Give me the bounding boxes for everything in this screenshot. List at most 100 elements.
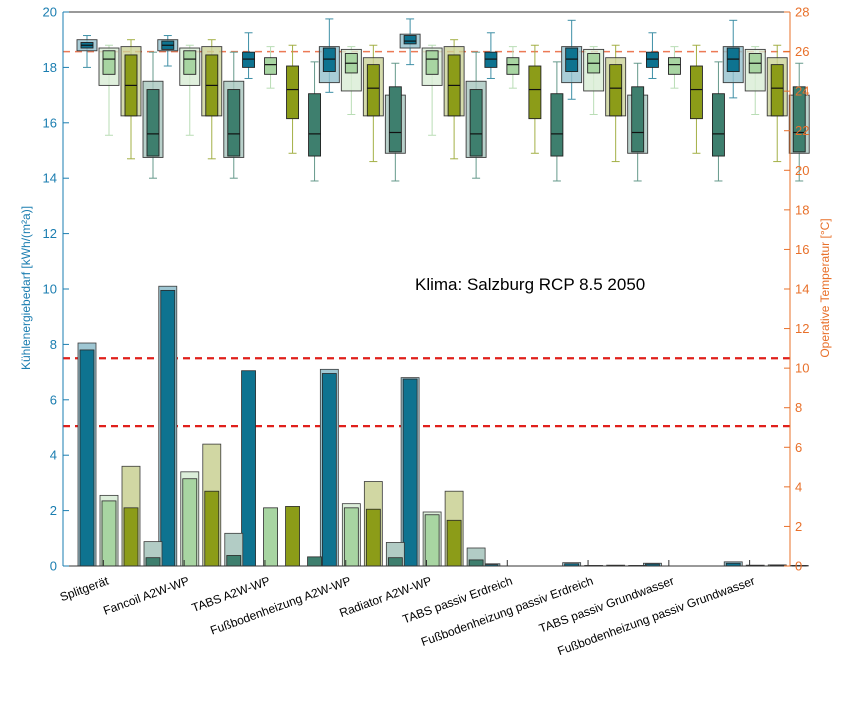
- boxplot: [76, 35, 98, 68]
- bar: [307, 556, 322, 567]
- boxplot: [264, 46, 278, 89]
- box: [469, 89, 483, 157]
- box: [689, 65, 703, 120]
- boxplot: [788, 62, 810, 182]
- y-tick-label-left: 16: [43, 115, 57, 130]
- boxplot: [583, 46, 605, 115]
- y-tick-label-left: 12: [43, 226, 57, 241]
- box: [792, 86, 806, 153]
- box: [146, 89, 160, 157]
- boxplot: [645, 32, 659, 79]
- boxplot: [667, 46, 681, 89]
- box: [631, 86, 645, 153]
- box: [528, 65, 542, 120]
- y-tick-label-right: 6: [795, 440, 802, 455]
- box: [667, 57, 681, 75]
- box: [506, 57, 520, 75]
- bar: [402, 378, 418, 567]
- y-tick-label-left: 2: [50, 503, 57, 518]
- boxplot: [98, 44, 120, 136]
- y-tick-label-right: 16: [795, 242, 809, 257]
- boxplot: [308, 61, 322, 182]
- boxplot: [627, 62, 649, 182]
- boxplot: [465, 51, 487, 179]
- box: [264, 57, 278, 75]
- bar: [365, 508, 381, 567]
- boxplot: [421, 44, 443, 136]
- boxplot: [157, 35, 179, 67]
- y-tick-label-right: 20: [795, 163, 809, 178]
- y-tick-label-right: 14: [795, 282, 809, 297]
- box: [565, 47, 579, 73]
- boxplot: [384, 62, 406, 182]
- boxplot: [766, 44, 788, 163]
- bar: [446, 519, 462, 567]
- y-tick-label-left: 10: [43, 282, 57, 297]
- boxplot: [744, 46, 766, 115]
- box: [550, 93, 564, 157]
- box: [322, 47, 336, 73]
- boxplot: [605, 44, 627, 163]
- y-tick-label-left: 18: [43, 60, 57, 75]
- y-tick-label-right: 22: [795, 123, 809, 138]
- box: [609, 64, 623, 117]
- boxplot: [689, 44, 703, 154]
- boxplot: [399, 18, 421, 66]
- boxplot: [550, 61, 564, 182]
- bars: [77, 285, 809, 567]
- box: [403, 35, 417, 45]
- x-tick-label: Fußbodenheizung A2W-WP: [208, 574, 352, 638]
- y-tick-label-left: 8: [50, 337, 57, 352]
- bar: [285, 506, 300, 567]
- box: [388, 86, 402, 153]
- boxplot: [722, 19, 744, 99]
- boxplot: [484, 32, 498, 79]
- box: [366, 64, 380, 117]
- boxplot: [120, 39, 142, 160]
- box: [242, 51, 256, 68]
- box: [286, 65, 300, 120]
- y-tick-label-right: 4: [795, 479, 802, 494]
- boxplot: [223, 51, 245, 179]
- box: [726, 47, 740, 73]
- bar: [101, 500, 117, 567]
- box: [484, 51, 498, 68]
- box: [308, 93, 322, 157]
- boxplot: [528, 44, 542, 154]
- bar: [343, 507, 359, 567]
- boxplot: [142, 51, 164, 179]
- boxplot: [201, 39, 223, 160]
- y-tick-label-right: 12: [795, 321, 809, 336]
- bar: [204, 490, 220, 567]
- y-tick-label-right: 2: [795, 519, 802, 534]
- boxplot: [242, 32, 256, 79]
- bar: [424, 514, 440, 567]
- bar: [387, 557, 403, 567]
- y-tick-label-right: 28: [795, 5, 809, 20]
- bar: [241, 370, 256, 567]
- boxplot: [362, 44, 384, 163]
- bar: [145, 557, 161, 567]
- y-tick-label-right: 0: [795, 559, 802, 574]
- box: [227, 89, 241, 157]
- y-tick-label-right: 24: [795, 84, 809, 99]
- y-tick-label-right: 10: [795, 361, 809, 376]
- y-tick-label-right: 26: [795, 44, 809, 59]
- y-tick-label-left: 4: [50, 448, 57, 463]
- climate-annotation: Klima: Salzburg RCP 8.5 2050: [415, 275, 645, 294]
- box: [645, 51, 659, 68]
- y-tick-label-left: 0: [50, 559, 57, 574]
- y-axis-left-label: Kühlenergiebedarf [kWh/(m²a)]: [19, 206, 33, 370]
- box: [102, 50, 116, 75]
- y-tick-label-left: 14: [43, 171, 57, 186]
- box: [770, 64, 784, 117]
- bar: [321, 373, 337, 567]
- bar: [182, 478, 198, 567]
- x-tick-label: Splitgerät: [58, 573, 111, 604]
- y-tick-label-right: 18: [795, 202, 809, 217]
- y-tick-label-right: 8: [795, 400, 802, 415]
- boxplot: [506, 46, 520, 89]
- bar: [79, 349, 95, 567]
- y-tick-label-left: 6: [50, 392, 57, 407]
